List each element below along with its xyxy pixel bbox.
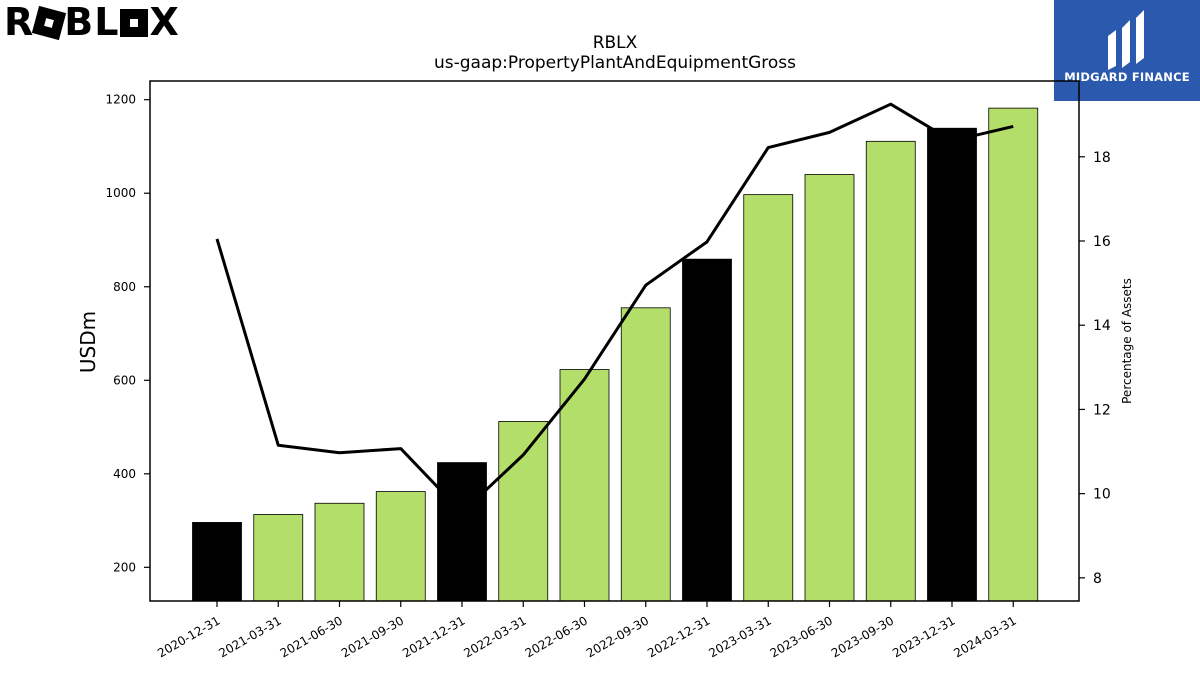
bar-2021-12-31 <box>437 462 487 602</box>
roblox-logo: R BL X <box>4 0 180 44</box>
y-tick-label: 800 <box>113 280 136 294</box>
bar-2022-12-31 <box>682 258 732 602</box>
x-tick-label: 2023-03-31 <box>706 613 773 660</box>
bar-group <box>192 107 1039 602</box>
y-tick-label: 600 <box>113 373 136 387</box>
y2-tick-label: 14 <box>1093 318 1111 334</box>
chart-subtitle: us-gaap:PropertyPlantAndEquipmentGross <box>434 53 796 73</box>
midgard-emblem-icon <box>1108 10 1144 70</box>
y-axis-label: USDm <box>76 311 100 373</box>
bar-2022-03-31 <box>498 421 549 602</box>
y2-axis-label: Percentage of Assets <box>1120 278 1134 404</box>
percentage-line <box>215 102 1014 515</box>
chart-title: RBLX <box>593 33 638 53</box>
bar-2023-09-30 <box>865 140 916 602</box>
bar-2023-12-31 <box>927 127 977 602</box>
bar-2021-09-30 <box>375 491 426 602</box>
y2-tick-label: 8 <box>1093 571 1102 587</box>
x-tick-label: 2022-09-30 <box>584 613 651 660</box>
bar-2023-06-30 <box>804 174 855 602</box>
y2-tick-label: 16 <box>1093 234 1111 250</box>
y-tick-label: 1000 <box>105 186 136 200</box>
y2-axis: 8 10 12 14 16 18 <box>1079 150 1111 587</box>
y-tick-label: 200 <box>113 560 136 574</box>
bar-2023-03-31 <box>743 194 794 602</box>
x-tick-label: 2023-12-31 <box>890 613 957 660</box>
x-tick-label: 2024-03-31 <box>951 613 1018 660</box>
bar-2022-06-30 <box>559 369 610 602</box>
midgard-finance-label: MIDGARD FINANCE <box>1064 70 1190 84</box>
bar-2022-09-30 <box>620 307 671 602</box>
x-tick-label: 2022-03-31 <box>461 613 528 660</box>
x-tick-label: 2021-12-31 <box>400 613 467 660</box>
plot-frame <box>149 80 1080 602</box>
bar-2020-12-31 <box>192 522 242 602</box>
x-tick-label: 2021-03-31 <box>216 613 283 660</box>
x-tick-label: 2023-09-30 <box>829 613 896 660</box>
bar-2021-06-30 <box>314 502 365 602</box>
x-tick-label: 2021-09-30 <box>339 613 406 660</box>
x-tick-label: 2023-06-30 <box>768 613 835 660</box>
y2-tick-label: 12 <box>1093 402 1111 418</box>
y-axis: 200 400 600 800 1000 1200 <box>105 93 150 574</box>
x-tick-label: 2022-12-31 <box>645 613 712 660</box>
y-tick-label: 400 <box>113 467 136 481</box>
x-tick-label: 2022-06-30 <box>523 613 590 660</box>
y2-tick-label: 10 <box>1093 487 1111 503</box>
bar-2024-03-31 <box>988 107 1039 602</box>
y-tick-label: 1200 <box>105 93 136 107</box>
x-tick-label: 2020-12-31 <box>155 613 222 660</box>
bar-2021-03-31 <box>253 514 304 602</box>
x-tick-label: 2021-06-30 <box>278 613 345 660</box>
x-axis: 2020-12-312021-03-312021-06-302021-09-30… <box>155 601 1019 660</box>
line-group <box>215 102 1014 515</box>
y2-tick-label: 18 <box>1093 150 1111 166</box>
